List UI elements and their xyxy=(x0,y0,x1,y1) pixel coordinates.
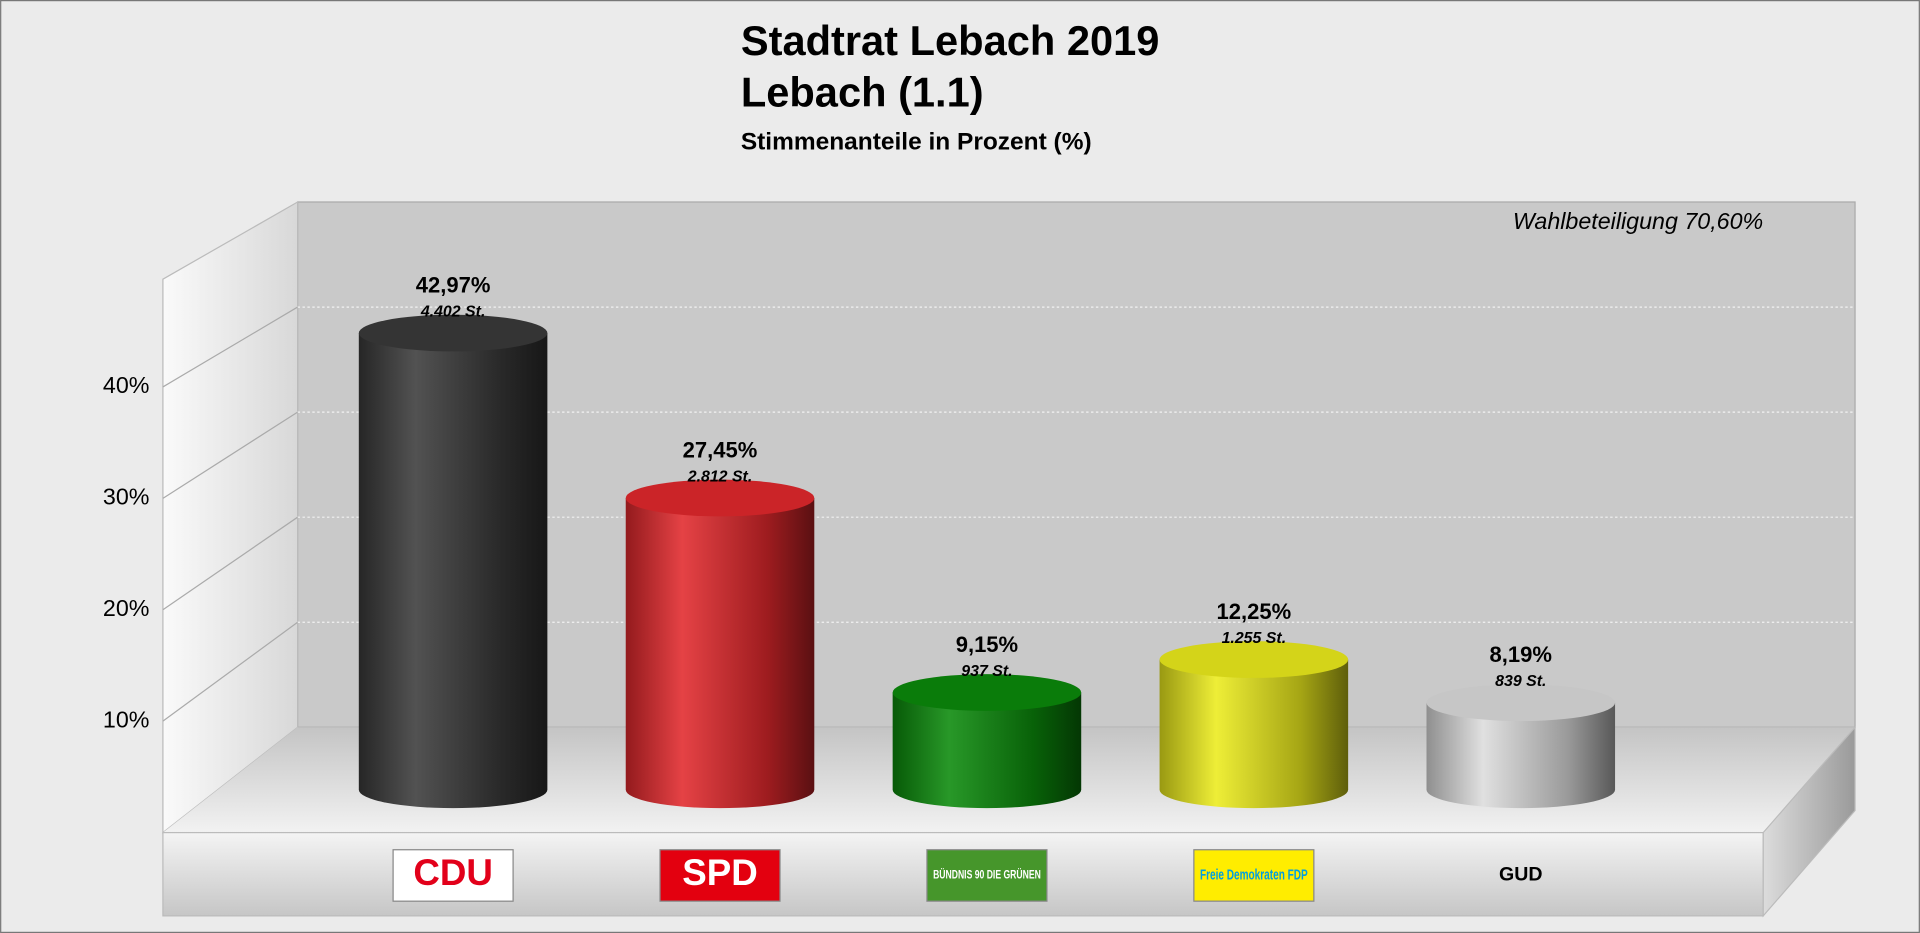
value-label: 9,15% xyxy=(956,632,1018,657)
party-logo xyxy=(926,849,1048,902)
x-tick-label: BÜNDNIS 90 DIE GRÜNEN xyxy=(933,867,1041,882)
bar-body xyxy=(892,692,1082,809)
y-tick-label: 10% xyxy=(103,706,150,732)
value-label: 42,97% xyxy=(416,272,491,297)
chart-subtitle: Lebach (1.1) xyxy=(741,69,984,116)
bar-body xyxy=(625,498,815,809)
party-logo xyxy=(1193,849,1315,902)
plot: 10% 20% 30% 40% 42,97% 4.402 St. CDU 27,45% 2.81… xyxy=(103,272,1856,902)
grid-line xyxy=(162,516,298,611)
x-tick-label: SPD xyxy=(682,852,758,893)
grid-line xyxy=(162,306,298,388)
party-logo xyxy=(392,849,514,902)
bar-body xyxy=(1159,659,1349,809)
y-tick-label: 20% xyxy=(103,595,150,621)
vote-label: 4.402 St. xyxy=(420,303,486,320)
vote-label: 2.812 St. xyxy=(687,468,753,485)
annotation: Wahlbeteiligung 70,60% xyxy=(1513,208,1763,234)
y-axis-title: Stimmenanteile in Prozent (%) xyxy=(741,129,1092,156)
x-tick-label: CDU xyxy=(413,852,493,893)
vote-label: 1.255 St. xyxy=(1222,630,1287,647)
bar xyxy=(625,479,815,809)
bar-top xyxy=(1426,684,1616,722)
bar-top xyxy=(892,674,1082,711)
bar-body xyxy=(1426,702,1616,809)
base-side xyxy=(1762,725,1856,918)
y-tick-label: 30% xyxy=(103,483,150,509)
bar-body xyxy=(358,333,548,809)
value-label: 8,19% xyxy=(1490,642,1552,667)
grid-line xyxy=(162,621,298,722)
bar-top xyxy=(625,479,815,517)
vote-label: 839 St. xyxy=(1495,673,1546,690)
grid-line xyxy=(162,411,298,499)
value-label: 12,25% xyxy=(1217,599,1292,624)
left-wall xyxy=(162,200,299,834)
y-tick-label: 40% xyxy=(103,372,150,398)
bar-top xyxy=(1159,641,1349,678)
bar xyxy=(1159,641,1349,809)
bar xyxy=(1426,684,1616,809)
bar xyxy=(892,674,1082,809)
party-logo xyxy=(659,849,781,902)
bar-top xyxy=(358,314,548,352)
value-label: 27,45% xyxy=(683,437,758,462)
x-tick-label: GUD xyxy=(1499,864,1543,886)
bar xyxy=(358,314,548,809)
x-tick-label: Freie Demokraten FDP xyxy=(1200,867,1308,883)
vote-label: 937 St. xyxy=(961,663,1012,680)
chart-title: Stadtrat Lebach 2019 xyxy=(741,17,1160,64)
